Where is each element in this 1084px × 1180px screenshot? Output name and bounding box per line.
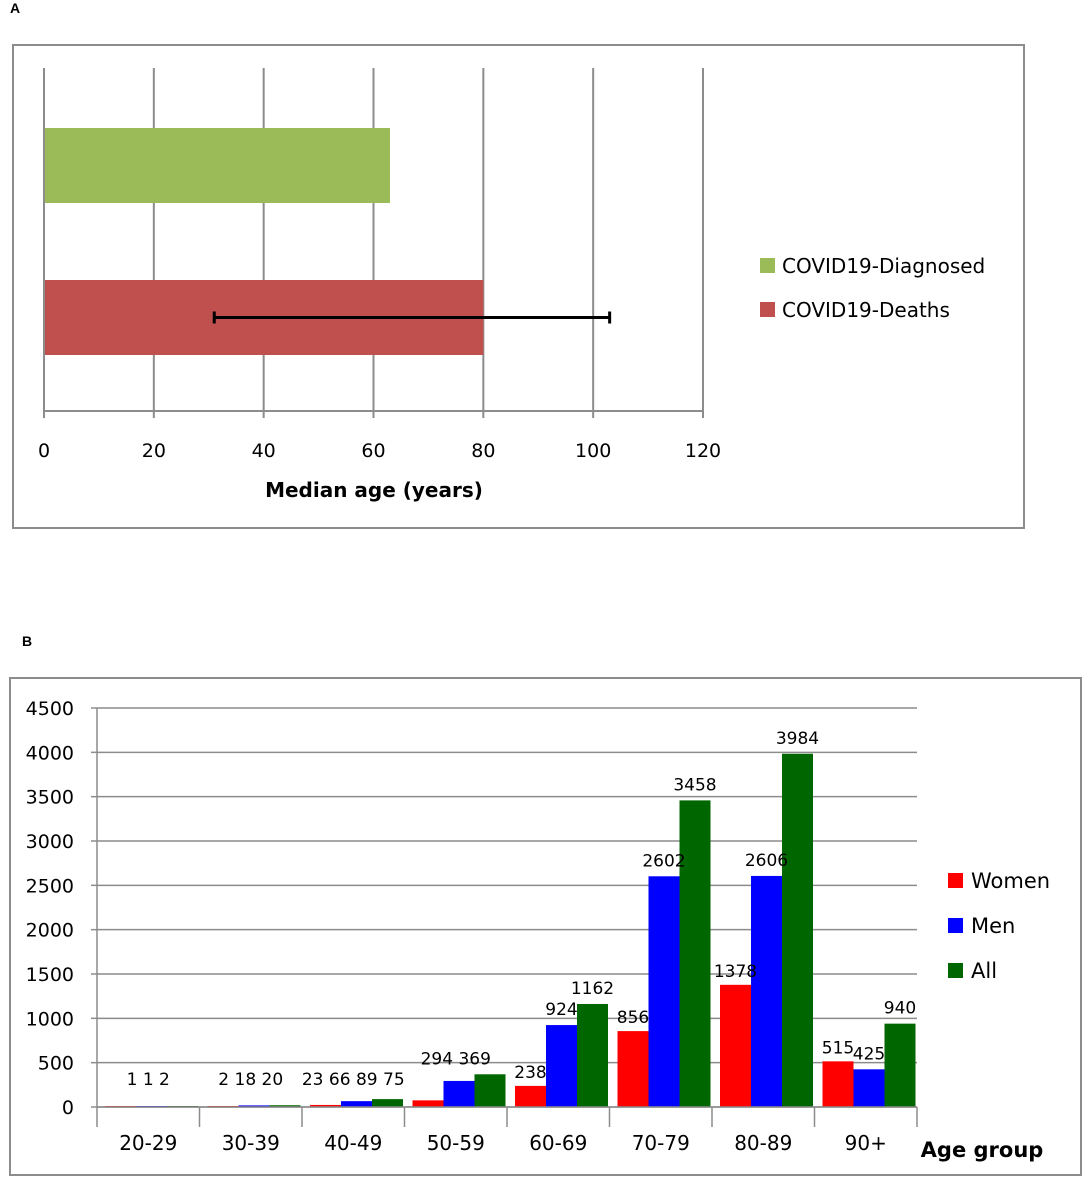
data-label: 2 [154,1070,170,1090]
bar [679,800,711,1107]
bar [546,1025,577,1107]
legend-label: COVID19-Diagnosed [782,254,985,278]
legend-swatch [760,258,775,273]
bar [648,876,680,1107]
data-label: 1 [137,1070,153,1090]
x-tick-label: 120 [685,440,721,462]
data-label: 1 [127,1070,138,1090]
x-tick-label: 40-49 [324,1131,382,1155]
x-tick-label: 20-29 [119,1131,177,1155]
bar [269,1105,301,1107]
legend-label: Men [971,914,1015,938]
data-label: 294 [421,1049,453,1069]
y-tick-label: 1000 [26,1008,74,1030]
legend-swatch [760,302,775,317]
data-label: 75 [378,1070,405,1090]
x-tick-label: 30-39 [222,1131,280,1155]
legend-swatch [948,918,963,933]
data-label: 18 [229,1070,256,1090]
data-label: 2606 [745,851,788,871]
data-label: 3984 [776,729,819,749]
bar [577,1003,608,1107]
data-label: 23 [302,1070,324,1090]
y-tick-label: 2500 [26,875,74,897]
data-label-group: 23 66 89 75 [302,1070,405,1090]
bar [853,1069,885,1107]
x-tick-label: 0 [38,440,50,462]
bar [782,753,813,1107]
bar [884,1023,916,1107]
median-age-chart: 0 20 40 60 80 100 120 Median age (years) COVID… [12,44,1025,529]
y-tick-label: 0 [62,1097,74,1119]
data-label: 2602 [642,851,685,871]
x-tick-label: 40 [252,440,276,462]
data-label-group: 1 1 2 [127,1070,170,1090]
bar [412,1100,444,1107]
legend-swatch [948,963,963,978]
data-label: 3458 [673,775,716,795]
legend-label: Women [971,869,1050,893]
data-label: 1162 [571,979,614,999]
y-tick-label: 3500 [26,787,74,809]
data-label: 1378 [714,962,757,982]
data-label: 66 [324,1070,351,1090]
bar [720,984,751,1107]
data-label: 924 [545,1000,577,1020]
x-tick-label: 100 [575,440,611,462]
legend-label: COVID19-Deaths [782,298,950,322]
data-label: 238 [514,1063,546,1083]
data-label: 425 [853,1044,885,1064]
chart-b-frame [9,677,1082,1176]
y-tick-label: 2000 [26,920,74,942]
x-tick-label: 80 [471,440,495,462]
x-tick-label: 20 [142,440,166,462]
bar [443,1080,475,1107]
panel-a-label: A [10,0,21,16]
x-tick-label: 50-59 [427,1131,485,1155]
bar [44,128,390,203]
bar [310,1104,341,1107]
y-tick-label: 4500 [26,698,74,720]
x-tick-label: 60 [361,440,385,462]
data-label: 515 [822,1038,854,1058]
data-label: 940 [884,999,916,1019]
data-label: 89 [351,1070,378,1090]
x-tick-label: 90+ [845,1131,887,1155]
x-tick-label: 80-89 [734,1131,792,1155]
bar [515,1085,546,1107]
x-tick-label: 70-79 [632,1131,690,1155]
legend: Women Men All [948,869,1050,983]
legend-swatch [948,873,963,888]
bar [617,1031,649,1107]
data-label-group: 294 369 [421,1049,491,1069]
legend: COVID19-Diagnosed COVID19-Deaths [760,254,985,322]
bar [341,1101,372,1107]
y-tick-label: 1500 [26,964,74,986]
x-axis-title: Age group [921,1138,1044,1162]
x-axis-title: Median age (years) [265,478,483,502]
chart-a-frame [12,44,1025,529]
data-label: 369 [453,1049,491,1069]
data-label: 856 [617,1008,649,1028]
bar [474,1074,506,1107]
bar [372,1099,403,1107]
x-tick-label: 60-69 [529,1131,587,1155]
data-label: 20 [256,1070,283,1090]
panel-b-label: B [22,633,33,649]
y-tick-label: 500 [38,1053,74,1075]
legend-label: All [971,959,997,983]
bar [751,875,782,1107]
data-label-group: 2 18 20 [218,1070,283,1090]
y-tick-label: 3000 [26,831,74,853]
y-tick-label: 4000 [26,742,74,764]
data-label: 2 [218,1070,229,1090]
bar [822,1061,854,1107]
bar [238,1105,270,1107]
